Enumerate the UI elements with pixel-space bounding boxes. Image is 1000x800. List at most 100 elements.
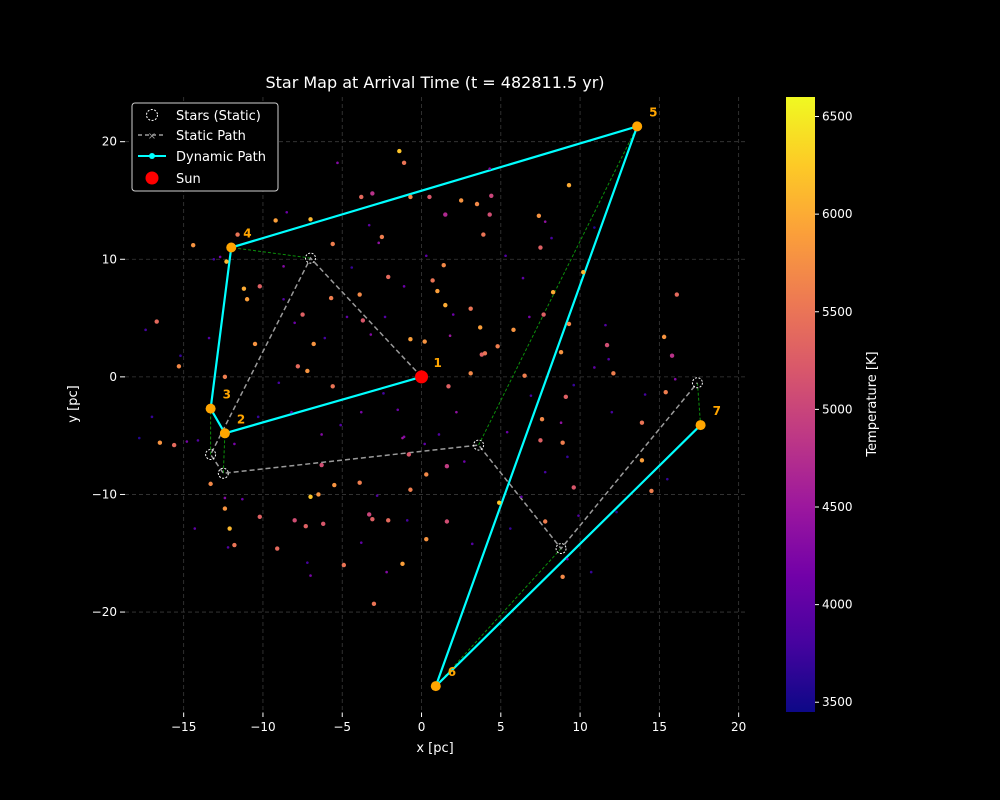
background-star [489,193,494,198]
background-star [371,601,377,607]
background-star [559,421,563,425]
path-markers [205,121,706,692]
background-star [277,381,281,385]
background-star [336,161,339,165]
background-star [218,255,222,259]
path-label: 5 [649,105,657,119]
background-star [400,561,405,567]
background-star [386,518,391,523]
colorbar-tick-label: 6500 [822,110,853,124]
x-tick-label: 5 [497,720,505,734]
background-star [443,302,448,308]
background-star [171,442,177,448]
background-star [441,262,446,268]
background-star [309,574,312,577]
background-star [360,318,366,323]
background-star [367,223,371,227]
background-star [196,439,200,442]
background-star [422,339,427,344]
background-star [423,442,426,446]
background-star [604,323,607,327]
colorbar-tick-label: 4500 [822,500,853,514]
grid [125,97,745,712]
sun-marker [415,370,429,384]
background-star [357,480,362,485]
background-star [257,514,262,519]
colorbar-tick-label: 5000 [822,402,853,416]
legend-dynamic-dot [149,153,155,159]
background-star [257,284,262,289]
background-star [332,482,337,488]
background-star [560,440,565,445]
background-star [497,500,502,505]
background-star [468,306,473,311]
y-tick-label: 20 [102,135,117,149]
background-star [528,315,531,319]
background-star [581,270,586,275]
motion-arrow [435,548,562,687]
background-star [275,546,280,551]
background-star [369,333,373,336]
x-tick-label: 10 [572,720,587,734]
background-star [330,384,335,389]
legend-box [131,102,279,192]
background-star [179,354,182,357]
background-star [232,542,237,548]
background-star [427,194,432,200]
background-star [345,315,349,319]
background-star [208,481,213,487]
background-star [504,254,507,258]
background-star [256,415,260,419]
background-star [377,241,381,245]
background-star [305,368,310,374]
background-star [273,218,278,223]
background-star [571,485,576,490]
background-star [233,442,236,446]
background-star [543,470,547,474]
background-star [408,194,413,200]
x-tick-label: −10 [250,720,275,734]
background-star [550,290,556,295]
colorbar-tick-label: 4000 [822,598,853,612]
background-star [402,435,406,439]
background-star [435,288,440,294]
background-star [424,472,429,477]
background-star [669,353,675,358]
background-star [446,384,451,389]
background-star [437,433,441,436]
motion-arrow [222,433,226,474]
background-star [185,440,189,443]
background-star [538,438,543,443]
motion-arrow [696,382,702,426]
background-star [661,334,667,340]
static-star-marker [555,543,567,555]
background-star [235,232,240,237]
background-star [383,315,387,319]
background-star [408,487,413,492]
background-star [386,274,391,280]
background-star [406,452,412,457]
path-label: 4 [243,227,251,241]
background-star [455,410,458,414]
path-label: 3 [223,388,231,402]
background-star [481,232,486,237]
background-star [320,433,323,436]
background-star [495,344,500,349]
background-star [430,278,435,283]
colorbar-tick-label: 5500 [822,305,853,319]
background-star [137,436,141,440]
background-star [339,423,342,427]
background-star [382,392,385,395]
background-star [222,506,228,511]
background-star [521,276,525,280]
background-star [424,536,429,542]
background-star [359,541,363,544]
background-star [224,259,229,264]
colorbar-label: Temperature [K] [865,351,880,457]
background-star [663,389,668,395]
background-star [308,494,313,500]
background-star [282,297,285,301]
background-star [308,217,313,222]
static-star-marker [305,252,317,264]
